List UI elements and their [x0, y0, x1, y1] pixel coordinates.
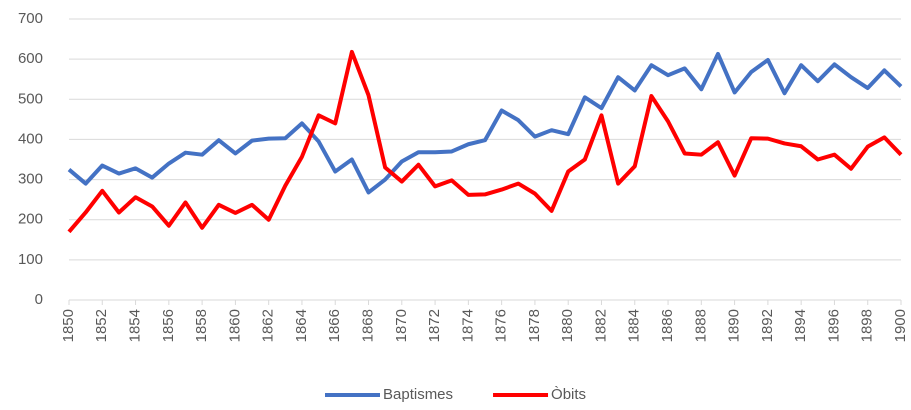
y-tick-label: 300 [18, 171, 43, 188]
y-tick-label: 100 [18, 251, 43, 268]
x-tick-label: 1896 [825, 309, 842, 342]
x-tick-label: 1898 [859, 309, 876, 342]
x-tick-label: 1878 [526, 309, 543, 342]
series-line [67, 51, 903, 195]
x-tick-label: 1868 [359, 309, 376, 342]
x-tick-label: 1850 [60, 309, 77, 342]
x-tick-label: 1882 [592, 309, 609, 342]
x-tick-label: 1886 [659, 309, 676, 342]
y-tick-label: 500 [18, 90, 43, 107]
x-tick-label: 1890 [726, 309, 743, 342]
legend-label: Òbits [551, 386, 586, 403]
x-tick-label: 1858 [193, 309, 210, 342]
x-tick-label: 1874 [459, 309, 476, 342]
x-tick-label: 1880 [559, 309, 576, 342]
y-tick-label: 400 [18, 130, 43, 147]
x-tick-label: 1866 [326, 309, 343, 342]
x-tick-label: 1888 [692, 309, 709, 342]
x-tick-label: 1894 [792, 309, 809, 342]
x-tick-label: 1892 [759, 309, 776, 342]
x-tick-label: 1854 [127, 309, 144, 342]
legend-label: Baptismes [383, 386, 453, 403]
y-tick-label: 600 [18, 50, 43, 67]
y-tick-label: 200 [18, 211, 43, 228]
x-tick-label: 1860 [226, 309, 243, 342]
y-tick-label: 700 [18, 10, 43, 27]
x-tick-label: 1876 [493, 309, 510, 342]
x-tick-label: 1864 [293, 309, 310, 342]
y-tick-label: 0 [35, 291, 43, 308]
x-tick-label: 1884 [626, 309, 643, 342]
series-line [67, 49, 903, 234]
x-tick-label: 1870 [393, 309, 410, 342]
x-tick-label: 1900 [892, 309, 909, 342]
x-tick-label: 1862 [260, 309, 277, 342]
x-tick-label: 1852 [93, 309, 110, 342]
x-tick-label: 1872 [426, 309, 443, 342]
x-tick-label: 1856 [160, 309, 177, 342]
